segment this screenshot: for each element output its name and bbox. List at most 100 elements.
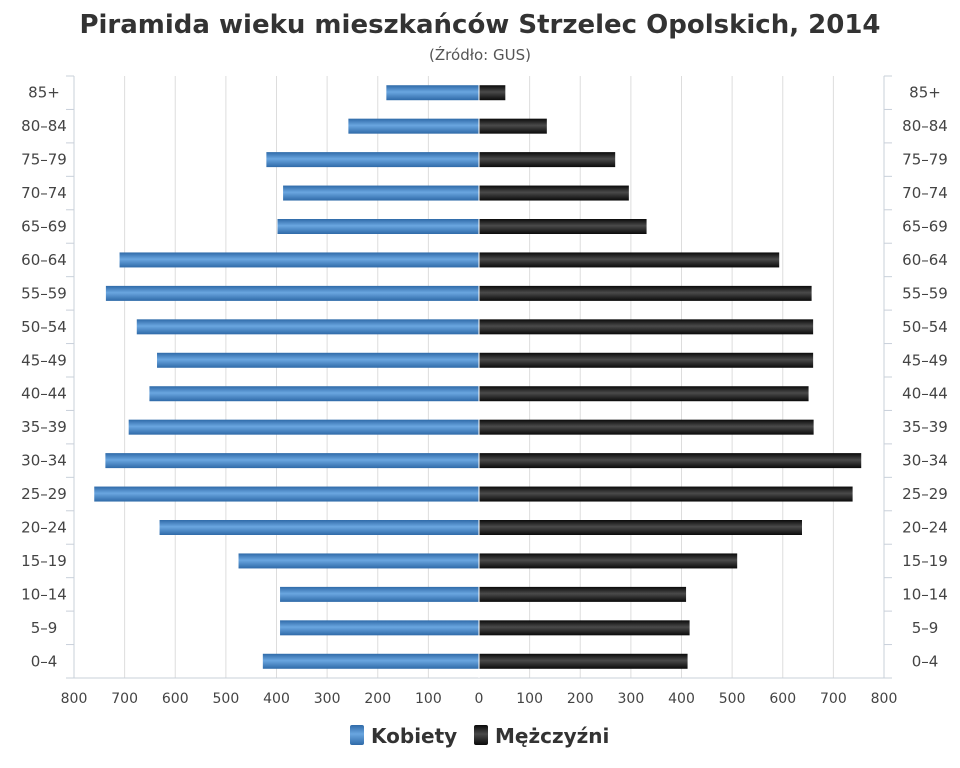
bar-kobiety[interactable] <box>149 386 479 402</box>
category-label-left: 35–39 <box>21 418 67 436</box>
category-label-right: 25–29 <box>902 485 948 503</box>
bar-mezczyzni[interactable] <box>479 85 506 101</box>
category-label-left: 85+ <box>28 84 60 102</box>
legend-swatch-mezczyzni <box>474 725 488 745</box>
x-tick-label: 800 <box>61 691 88 707</box>
category-label-right: 60–64 <box>902 251 948 269</box>
x-tick-labels: 800 700 600 500 400 300 200 100 0 100 200 300 400 500… <box>61 691 898 707</box>
bar-kobiety[interactable] <box>119 252 479 268</box>
category-label-right: 10–14 <box>902 585 948 603</box>
category-label-right: 50–54 <box>902 318 948 336</box>
legend-item-mezczyzni[interactable]: Mężczyźni <box>474 724 609 748</box>
category-label-right: 40–44 <box>902 385 948 403</box>
x-tick-label: 500 <box>213 691 240 707</box>
category-label-left: 0–4 <box>31 652 58 670</box>
category-label-left: 40–44 <box>21 385 67 403</box>
bar-kobiety[interactable] <box>94 486 479 502</box>
category-label-right: 5–9 <box>912 619 939 637</box>
bar-kobiety[interactable] <box>262 653 479 669</box>
bar-kobiety[interactable] <box>157 352 479 368</box>
category-label-right: 85+ <box>909 84 941 102</box>
category-label-left: 10–14 <box>21 585 67 603</box>
bar-kobiety[interactable] <box>283 185 479 201</box>
bar-kobiety[interactable] <box>105 285 480 301</box>
category-label-left: 55–59 <box>21 284 67 302</box>
x-tick-label: 600 <box>162 691 189 707</box>
bar-mezczyzni[interactable] <box>479 653 688 669</box>
category-label-left: 70–74 <box>21 184 67 202</box>
legend-label-kobiety: Kobiety <box>371 724 457 748</box>
bar-mezczyzni[interactable] <box>479 419 814 435</box>
category-label-left: 30–34 <box>21 452 67 470</box>
category-label-left: 5–9 <box>31 619 58 637</box>
x-tick-label: 600 <box>769 691 796 707</box>
category-label-left: 20–24 <box>21 519 67 537</box>
category-label-left: 45–49 <box>21 351 67 369</box>
x-tick-label: 200 <box>567 691 594 707</box>
x-tick-label: 400 <box>263 691 290 707</box>
x-tick-label: 200 <box>364 691 391 707</box>
bar-kobiety[interactable] <box>238 553 479 569</box>
bar-kobiety[interactable] <box>136 319 479 335</box>
x-tick-label: 400 <box>668 691 695 707</box>
bar-kobiety[interactable] <box>105 453 479 469</box>
legend[interactable]: Kobiety Mężczyźni <box>350 724 609 748</box>
bar-mezczyzni[interactable] <box>479 520 802 535</box>
bar-kobiety[interactable] <box>280 620 479 636</box>
legend-label-mezczyzni: Mężczyźni <box>495 724 609 748</box>
bar-kobiety[interactable] <box>280 586 479 602</box>
bar-mezczyzni[interactable] <box>479 185 629 201</box>
category-label-right: 80–84 <box>902 117 948 135</box>
x-tick-label: 700 <box>820 691 847 707</box>
x-tick-label: 800 <box>871 691 898 707</box>
bar-kobiety[interactable] <box>159 520 479 535</box>
bar-mezczyzni[interactable] <box>479 486 853 502</box>
bar-mezczyzni[interactable] <box>479 386 809 402</box>
category-label-right: 35–39 <box>902 418 948 436</box>
category-label-left: 60–64 <box>21 251 67 269</box>
category-label-right: 65–69 <box>902 218 948 236</box>
bar-mezczyzni[interactable] <box>479 553 738 569</box>
x-tick-label: 300 <box>618 691 645 707</box>
bar-mezczyzni[interactable] <box>479 252 780 268</box>
category-label-right: 0–4 <box>912 652 939 670</box>
bar-mezczyzni[interactable] <box>479 285 812 301</box>
bar-mezczyzni[interactable] <box>479 319 814 335</box>
category-label-right: 15–19 <box>902 552 948 570</box>
x-tick-label: 500 <box>719 691 746 707</box>
chart-subtitle: (Źródło: GUS) <box>429 45 531 64</box>
category-label-left: 65–69 <box>21 218 67 236</box>
category-labels: 85+ 85+ 80–84 80–84 75–79 75–79 70–74 70–74 65–6… <box>21 84 948 671</box>
category-label-right: 70–74 <box>902 184 948 202</box>
category-label-right: 75–79 <box>902 151 948 169</box>
category-label-right: 55–59 <box>902 284 948 302</box>
category-label-right: 30–34 <box>902 452 948 470</box>
category-label-left: 15–19 <box>21 552 67 570</box>
bar-mezczyzni[interactable] <box>479 586 687 602</box>
category-label-left: 25–29 <box>21 485 67 503</box>
chart-title: Piramida wieku mieszkańców Strzelec Opol… <box>79 10 880 40</box>
bar-kobiety[interactable] <box>277 219 479 234</box>
category-label-left: 80–84 <box>21 117 67 135</box>
bar-kobiety[interactable] <box>348 118 479 134</box>
bar-kobiety[interactable] <box>128 419 480 435</box>
x-tick-label: 300 <box>314 691 341 707</box>
bar-mezczyzni[interactable] <box>479 453 862 469</box>
bar-mezczyzni[interactable] <box>479 620 690 636</box>
x-tick-label: 100 <box>415 691 442 707</box>
x-tick-label: 100 <box>516 691 543 707</box>
legend-item-kobiety[interactable]: Kobiety <box>350 724 457 748</box>
bar-mezczyzni[interactable] <box>479 219 647 234</box>
category-label-left: 50–54 <box>21 318 67 336</box>
bar-mezczyzni[interactable] <box>479 152 616 168</box>
bars <box>94 76 862 678</box>
bar-kobiety[interactable] <box>386 85 479 101</box>
bar-mezczyzni[interactable] <box>479 352 814 368</box>
bar-kobiety[interactable] <box>266 152 479 168</box>
legend-swatch-kobiety <box>350 725 364 745</box>
bar-mezczyzni[interactable] <box>479 118 547 134</box>
category-label-left: 75–79 <box>21 151 67 169</box>
x-tick-label: 0 <box>475 691 484 707</box>
category-label-right: 45–49 <box>902 351 948 369</box>
